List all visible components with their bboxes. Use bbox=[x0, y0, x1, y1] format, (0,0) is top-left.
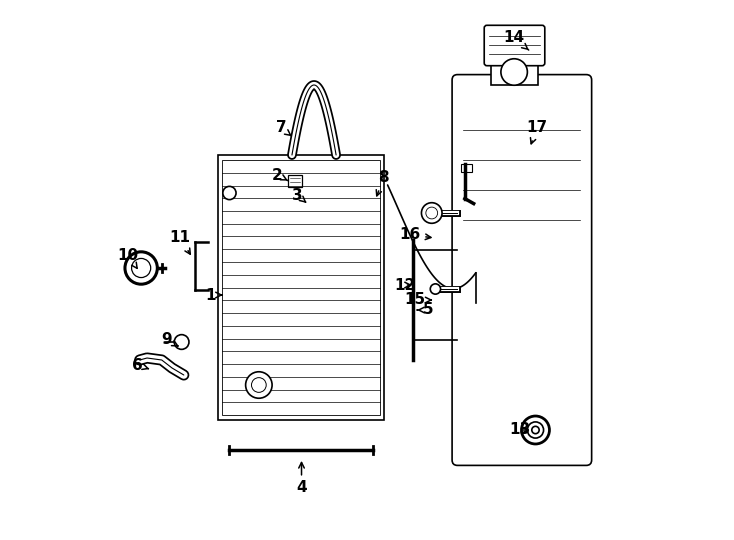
Text: 9: 9 bbox=[161, 333, 178, 348]
Text: 13: 13 bbox=[509, 422, 531, 437]
Text: 7: 7 bbox=[275, 120, 291, 136]
Text: 2: 2 bbox=[272, 167, 288, 183]
Circle shape bbox=[421, 202, 442, 224]
Bar bbox=[490, 60, 539, 85]
Text: 4: 4 bbox=[297, 462, 307, 496]
Text: 8: 8 bbox=[377, 171, 389, 196]
Text: 14: 14 bbox=[504, 30, 528, 50]
Circle shape bbox=[174, 335, 189, 349]
Circle shape bbox=[131, 259, 150, 278]
Text: 17: 17 bbox=[526, 120, 548, 144]
Text: 12: 12 bbox=[394, 278, 415, 293]
Circle shape bbox=[246, 372, 272, 398]
Circle shape bbox=[223, 186, 236, 200]
Circle shape bbox=[430, 284, 440, 294]
Text: 5: 5 bbox=[417, 302, 433, 318]
Text: 1: 1 bbox=[206, 287, 222, 302]
FancyBboxPatch shape bbox=[484, 25, 545, 66]
Bar bbox=[219, 155, 384, 420]
Circle shape bbox=[532, 426, 539, 434]
Bar bbox=[288, 175, 302, 187]
Circle shape bbox=[125, 252, 157, 284]
Text: 3: 3 bbox=[292, 187, 305, 202]
Text: 10: 10 bbox=[117, 247, 139, 268]
Circle shape bbox=[426, 207, 437, 219]
Text: 16: 16 bbox=[399, 227, 431, 242]
Circle shape bbox=[252, 377, 266, 393]
Bar bbox=[222, 160, 380, 415]
Bar bbox=[461, 164, 472, 172]
Text: 6: 6 bbox=[132, 357, 148, 373]
FancyBboxPatch shape bbox=[452, 75, 592, 465]
Text: 11: 11 bbox=[170, 231, 191, 254]
Circle shape bbox=[501, 59, 528, 85]
Text: 15: 15 bbox=[404, 293, 432, 307]
Circle shape bbox=[521, 416, 550, 444]
Circle shape bbox=[528, 422, 544, 438]
